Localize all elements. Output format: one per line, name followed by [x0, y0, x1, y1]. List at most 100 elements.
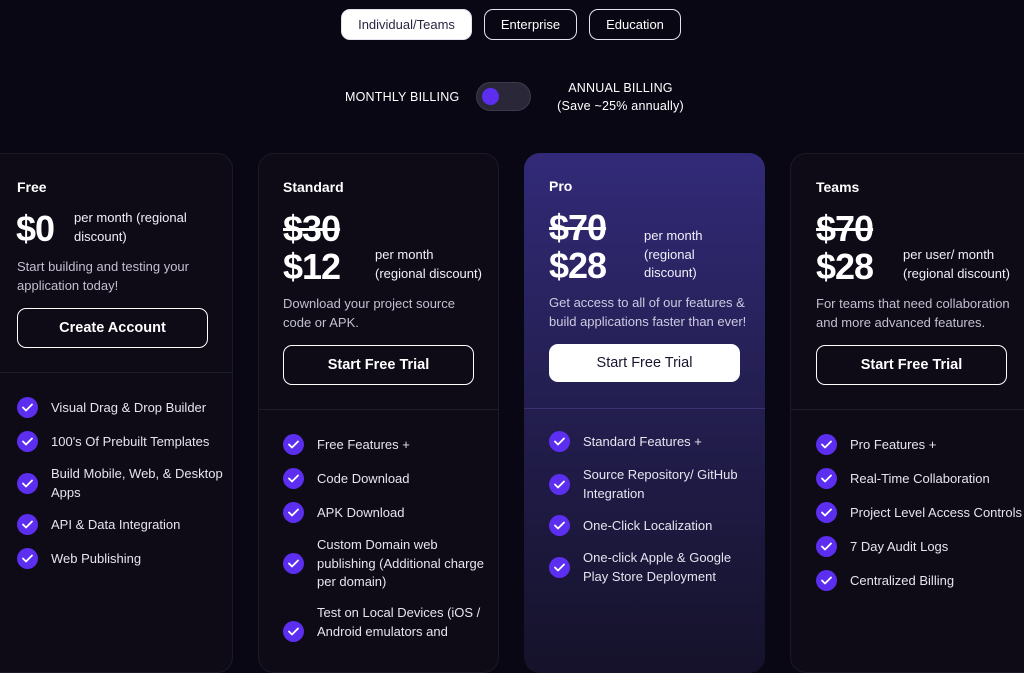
check-circle-icon	[816, 434, 837, 455]
card-divider	[791, 409, 1024, 410]
price-period: per month (regional discount)	[644, 227, 703, 283]
check-circle-icon	[549, 515, 570, 536]
price-period: per user/ month (regional discount)	[903, 246, 1010, 283]
card-divider	[524, 408, 765, 409]
feature-item: Pro Features +	[816, 434, 937, 455]
plan-description: For teams that need collaboration and mo…	[816, 295, 1010, 332]
feature-item: 100's Of Prebuilt Templates	[17, 431, 210, 452]
feature-text: Centralized Billing	[850, 573, 955, 588]
price-period-line: (regional	[644, 246, 695, 262]
check-circle-icon	[549, 431, 570, 452]
description-line: application today!	[17, 277, 119, 293]
start-free-trial-button[interactable]: Start Free Trial	[283, 345, 474, 385]
feature-text: One-click Apple & Google Play Store Deplo…	[583, 550, 732, 584]
plan-name: Pro	[549, 178, 573, 194]
toggle-knob	[482, 88, 499, 105]
check-circle-icon	[17, 514, 38, 535]
plan-price: $28	[816, 246, 874, 287]
check-circle-icon	[549, 474, 570, 495]
description-line: and more advanced features.	[816, 314, 986, 330]
feature-item: Custom Domain web publishing (Additional …	[283, 536, 484, 592]
feature-item: Real-Time Collaboration	[816, 468, 990, 489]
feature-text: Free Features +	[317, 437, 410, 452]
feature-text: Code Download	[317, 471, 410, 486]
tab-enterprise[interactable]: Enterprise	[484, 9, 577, 40]
feature-item: Web Publishing	[17, 548, 142, 569]
feature-item: Centralized Billing	[816, 570, 955, 591]
plan-price: $0	[16, 208, 55, 249]
feature-item: Free Features +	[283, 434, 410, 455]
plan-name: Free	[17, 179, 47, 195]
plan-price: $12	[283, 246, 341, 287]
price-period-line: discount)	[74, 228, 127, 244]
feature-text: Test on Local Devices (iOS / Android emul…	[317, 605, 481, 639]
billing-toggle[interactable]	[476, 82, 531, 111]
feature-text: 100's Of Prebuilt Templates	[51, 434, 210, 449]
plan-description: Start building and testing your applicat…	[17, 258, 189, 295]
card-divider	[0, 372, 232, 373]
plan-card-teams: Teams $70 $28 per user/ month (regional …	[790, 153, 1024, 673]
feature-text: Custom Domain web publishing (Additional …	[317, 537, 484, 589]
feature-text: API & Data Integration	[51, 517, 181, 532]
feature-item: Code Download	[283, 468, 410, 489]
original-price: $70	[816, 208, 874, 249]
annual-billing-label: ANNUAL BILLING (Save ~25% annually)	[548, 79, 693, 115]
price-period-line: per month	[644, 228, 703, 243]
feature-text: Standard Features +	[583, 434, 702, 449]
plan-name: Teams	[816, 179, 860, 195]
feature-text: Build Mobile, Web, & Desktop Apps	[51, 466, 223, 500]
plan-name: Standard	[283, 179, 344, 195]
description-line: build applications faster than ever!	[549, 313, 747, 329]
feature-text: One-Click Localization	[583, 518, 713, 533]
feature-text: Source Repository/ GitHub Integration	[583, 467, 738, 501]
description-line: For teams that need collaboration	[816, 296, 1010, 311]
feature-item: API & Data Integration	[17, 514, 181, 535]
plan-description: Download your project source code or APK…	[283, 295, 455, 332]
feature-item: APK Download	[283, 502, 405, 523]
original-price: $70	[549, 207, 607, 248]
feature-item: 7 Day Audit Logs	[816, 536, 949, 557]
price-period-line: (regional discount)	[903, 265, 1010, 281]
feature-text: Pro Features +	[850, 437, 937, 452]
create-account-button[interactable]: Create Account	[17, 308, 208, 348]
plan-description: Get access to all of our features & buil…	[549, 294, 746, 331]
card-divider	[259, 409, 498, 410]
monthly-billing-label: MONTHLY BILLING	[345, 90, 460, 104]
check-circle-icon	[549, 557, 570, 578]
start-free-trial-button[interactable]: Start Free Trial	[549, 344, 740, 382]
check-circle-icon	[17, 473, 38, 494]
feature-text: 7 Day Audit Logs	[850, 539, 949, 554]
feature-item: Visual Drag & Drop Builder	[17, 397, 207, 418]
feature-text: APK Download	[317, 505, 405, 520]
feature-item: Build Mobile, Web, & Desktop Apps	[17, 465, 223, 502]
price-period-line: (regional discount)	[375, 265, 482, 281]
check-circle-icon	[816, 468, 837, 489]
tab-individual-teams[interactable]: Individual/Teams	[341, 9, 472, 40]
feature-item: Test on Local Devices (iOS / Android emul…	[283, 604, 480, 642]
feature-text: Project Level Access Controls	[850, 505, 1022, 520]
price-period-line: discount)	[644, 265, 697, 280]
check-circle-icon	[283, 502, 304, 523]
feature-item: One-click Apple & Google Play Store Deplo…	[549, 549, 731, 586]
feature-text: Real-Time Collaboration	[850, 471, 990, 486]
annual-savings-note: (Save ~25% annually)	[557, 99, 684, 113]
feature-item: Source Repository/ GitHub Integration	[549, 466, 738, 503]
check-circle-icon	[17, 431, 38, 452]
price-period-line: per month	[375, 247, 434, 262]
check-circle-icon	[283, 434, 304, 455]
check-circle-icon	[17, 548, 38, 569]
start-free-trial-button[interactable]: Start Free Trial	[816, 345, 1007, 385]
feature-text: Web Publishing	[51, 551, 142, 566]
description-line: code or APK.	[283, 314, 359, 330]
plan-price: $28	[549, 245, 607, 286]
feature-text: Visual Drag & Drop Builder	[51, 400, 207, 415]
check-circle-icon	[816, 536, 837, 557]
annual-billing-title: ANNUAL BILLING	[568, 81, 673, 95]
feature-item: Standard Features +	[549, 431, 702, 452]
check-circle-icon	[283, 553, 304, 574]
feature-item: One-Click Localization	[549, 515, 713, 536]
price-period: per month (regional discount)	[74, 209, 187, 246]
feature-item: Project Level Access Controls	[816, 502, 1022, 523]
check-circle-icon	[283, 468, 304, 489]
tab-education[interactable]: Education	[589, 9, 681, 40]
